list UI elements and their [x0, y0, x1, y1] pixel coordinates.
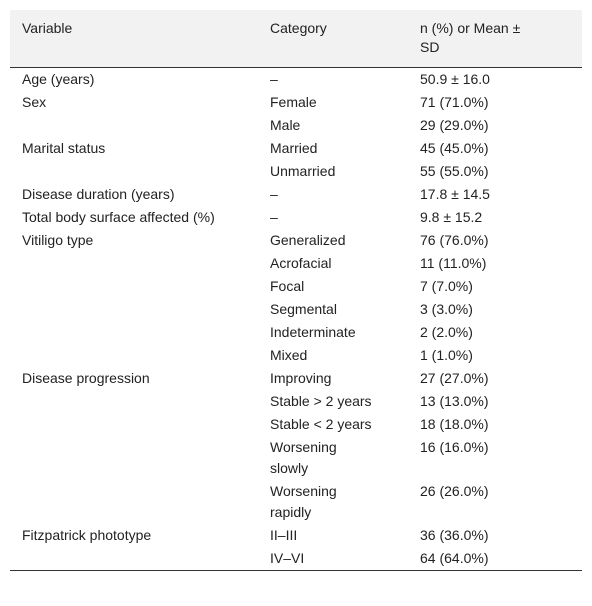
value-cell: 17.8 ± 14.5	[420, 186, 490, 202]
table-row: Stable > 2 years 13 (13.0%)	[10, 390, 582, 413]
category-cell: –	[270, 209, 278, 225]
table-row: Disease progression Improving 27 (27.0%)	[10, 367, 582, 390]
table-row: Indeterminate 2 (2.0%)	[10, 321, 582, 344]
variable-cell: Age (years)	[22, 71, 95, 87]
variable-cell: Vitiligo type	[22, 232, 94, 248]
value-cell: 7 (7.0%)	[420, 278, 473, 294]
value-cell: 9.8 ± 15.2	[420, 209, 483, 225]
category-cell: Female	[270, 94, 317, 110]
value-cell: 3 (3.0%)	[420, 301, 473, 317]
table-row: Total body surface affected (%) – 9.8 ± 15…	[10, 206, 582, 229]
variable-cell: Fitzpatrick phototype	[22, 527, 152, 543]
value-cell: 71 (71.0%)	[420, 94, 489, 110]
category-cell: Married	[270, 140, 318, 156]
variable-cell	[10, 480, 260, 524]
value-cell: 29 (29.0%)	[420, 117, 489, 133]
table-body: Age (years) – 50.9 ± 16.0 Sex Female 71 (71.0…	[10, 68, 582, 571]
table-row: Unmarried 55 (55.0%)	[10, 160, 582, 183]
header-cell: Variable	[10, 10, 260, 68]
table-row: Focal 7 (7.0%)	[10, 275, 582, 298]
category-cell: Worsening slowly	[270, 439, 337, 476]
value-cell: 50.9 ± 16.0	[420, 71, 490, 87]
variable-cell: Marital status	[22, 140, 106, 156]
variable-cell: Disease duration (years)	[22, 186, 175, 202]
header-cell: Category	[260, 10, 410, 68]
value-cell: 45 (45.0%)	[420, 140, 489, 156]
variable-cell	[10, 547, 260, 571]
table-row: Stable < 2 years 18 (18.0%)	[10, 413, 582, 436]
value-cell: 64 (64.0%)	[420, 550, 489, 566]
value-cell: 55 (55.0%)	[420, 163, 489, 179]
variable-cell	[10, 160, 260, 183]
header-cell: n (%) or Mean ± SD	[410, 10, 582, 68]
category-cell: Worsening rapidly	[270, 483, 337, 520]
data-table: Variable Category n (%) or Mean ± SD Age…	[10, 10, 582, 571]
variable-cell	[10, 390, 260, 413]
category-cell: –	[270, 186, 278, 202]
value-cell: 13 (13.0%)	[420, 393, 489, 409]
category-cell: Acrofacial	[270, 255, 332, 271]
table-row: Worsening rapidly 26 (26.0%)	[10, 480, 582, 524]
category-cell: II–III	[270, 527, 298, 543]
header-row: Variable Category n (%) or Mean ± SD	[10, 10, 582, 68]
value-cell: 2 (2.0%)	[420, 324, 473, 340]
variable-cell	[10, 298, 260, 321]
category-cell: Generalized	[270, 232, 346, 248]
table-row: Vitiligo type Generalized 76 (76.0%)	[10, 229, 582, 252]
value-cell: 36 (36.0%)	[420, 527, 489, 543]
category-cell: Segmental	[270, 301, 337, 317]
category-cell: Stable > 2 years	[270, 393, 372, 409]
category-cell: Indeterminate	[270, 324, 356, 340]
table-row: Disease duration (years) – 17.8 ± 14.5	[10, 183, 582, 206]
category-cell: –	[270, 71, 278, 87]
table-row: Worsening slowly 16 (16.0%)	[10, 436, 582, 480]
table-row: Acrofacial 11 (11.0%)	[10, 252, 582, 275]
value-cell: 16 (16.0%)	[420, 439, 489, 455]
variable-cell	[10, 344, 260, 367]
category-cell: Male	[270, 117, 301, 133]
variable-cell: Sex	[22, 94, 47, 110]
value-cell: 26 (26.0%)	[420, 483, 489, 499]
table-row: Mixed 1 (1.0%)	[10, 344, 582, 367]
category-cell: Stable < 2 years	[270, 416, 372, 432]
variable-cell	[10, 114, 260, 137]
value-cell: 27 (27.0%)	[420, 370, 489, 386]
variable-cell	[10, 321, 260, 344]
category-cell: Improving	[270, 370, 332, 386]
table-row: IV–VI 64 (64.0%)	[10, 547, 582, 571]
table-row: Segmental 3 (3.0%)	[10, 298, 582, 321]
variable-cell: Disease progression	[22, 370, 150, 386]
variable-cell: Total body surface affected (%)	[22, 209, 215, 225]
table-row: Fitzpatrick phototype II–III 36 (36.0%)	[10, 524, 582, 547]
category-cell: Unmarried	[270, 163, 336, 179]
category-cell: Mixed	[270, 347, 308, 363]
variable-cell	[10, 413, 260, 436]
value-cell: 1 (1.0%)	[420, 347, 473, 363]
category-cell: IV–VI	[270, 550, 305, 566]
variable-cell	[10, 436, 260, 480]
table-row: Age (years) – 50.9 ± 16.0	[10, 68, 582, 92]
table-row: Marital status Married 45 (45.0%)	[10, 137, 582, 160]
value-cell: 18 (18.0%)	[420, 416, 489, 432]
value-cell: 11 (11.0%)	[420, 255, 487, 271]
variable-cell	[10, 275, 260, 298]
table-row: Male 29 (29.0%)	[10, 114, 582, 137]
category-cell: Focal	[270, 278, 305, 294]
table-row: Sex Female 71 (71.0%)	[10, 91, 582, 114]
variable-cell	[10, 252, 260, 275]
value-cell: 76 (76.0%)	[420, 232, 489, 248]
